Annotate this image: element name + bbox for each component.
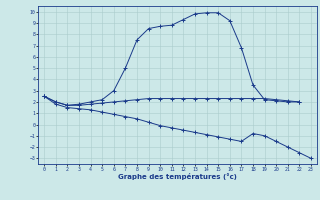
X-axis label: Graphe des températures (°c): Graphe des températures (°c) bbox=[118, 173, 237, 180]
